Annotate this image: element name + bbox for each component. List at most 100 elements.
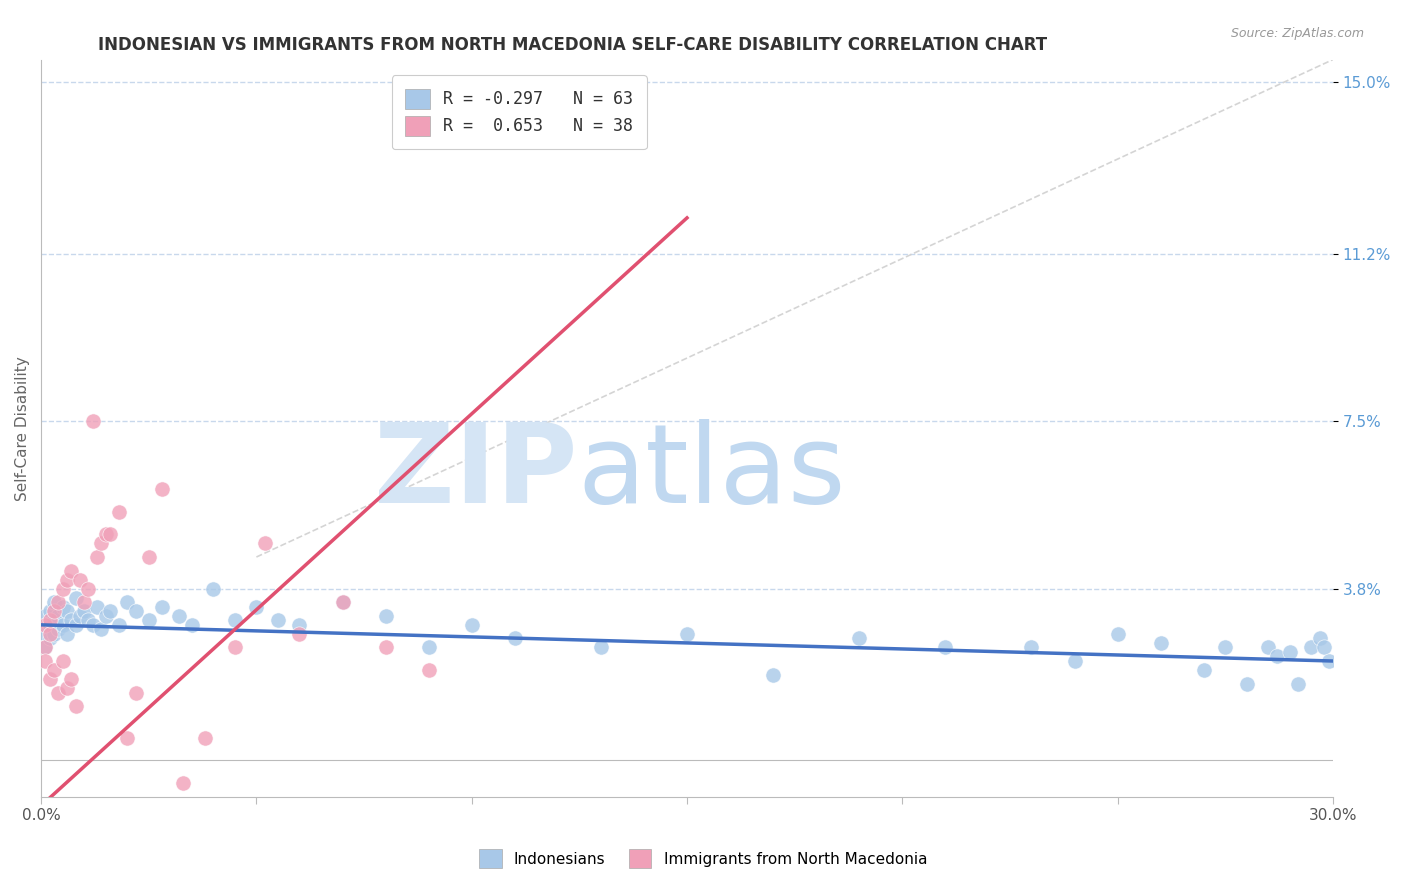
Point <box>202 582 225 596</box>
Point <box>115 595 138 609</box>
Point <box>46 595 69 609</box>
Point <box>1021 640 1043 655</box>
Point <box>60 672 83 686</box>
Point <box>82 414 104 428</box>
Point <box>65 617 87 632</box>
Point <box>65 591 87 605</box>
Point <box>34 640 56 655</box>
Point <box>60 564 83 578</box>
Point <box>460 617 482 632</box>
Point <box>52 654 75 668</box>
Point <box>65 699 87 714</box>
Point <box>56 681 79 695</box>
Point <box>1213 640 1236 655</box>
Point <box>52 599 75 614</box>
Point <box>374 608 396 623</box>
Point <box>42 595 65 609</box>
Point <box>1265 649 1288 664</box>
Point <box>38 632 60 646</box>
Point <box>332 595 354 609</box>
Point <box>150 599 173 614</box>
Point <box>42 613 65 627</box>
Point <box>34 617 56 632</box>
Point <box>503 632 526 646</box>
Point <box>267 613 290 627</box>
Point <box>86 549 108 564</box>
Point <box>125 604 148 618</box>
Point <box>224 640 246 655</box>
Y-axis label: Self-Care Disability: Self-Care Disability <box>15 356 30 500</box>
Point <box>934 640 956 655</box>
Point <box>56 573 79 587</box>
Point <box>1278 645 1301 659</box>
Point <box>69 608 91 623</box>
Text: ZIP: ZIP <box>374 419 578 526</box>
Point <box>167 608 190 623</box>
Point <box>34 654 56 668</box>
Point <box>56 627 79 641</box>
Point <box>332 595 354 609</box>
Point <box>138 549 160 564</box>
Point <box>253 536 276 550</box>
Point <box>42 627 65 641</box>
Point <box>194 731 217 745</box>
Point <box>38 617 60 632</box>
Point <box>90 536 112 550</box>
Point <box>138 613 160 627</box>
Legend: R = -0.297   N = 63, R =  0.653   N = 38: R = -0.297 N = 63, R = 0.653 N = 38 <box>392 75 647 149</box>
Point <box>69 573 91 587</box>
Point <box>107 617 129 632</box>
Point <box>288 617 311 632</box>
Point <box>34 627 56 641</box>
Point <box>1309 632 1331 646</box>
Text: atlas: atlas <box>578 419 845 526</box>
Point <box>46 608 69 623</box>
Point <box>42 663 65 677</box>
Point <box>94 527 117 541</box>
Text: INDONESIAN VS IMMIGRANTS FROM NORTH MACEDONIA SELF-CARE DISABILITY CORRELATION C: INDONESIAN VS IMMIGRANTS FROM NORTH MACE… <box>98 36 1047 54</box>
Point <box>1317 654 1340 668</box>
Point <box>98 604 121 618</box>
Point <box>848 632 870 646</box>
Point <box>38 613 60 627</box>
Point <box>82 617 104 632</box>
Point <box>73 595 96 609</box>
Point <box>46 686 69 700</box>
Point <box>86 599 108 614</box>
Point <box>1192 663 1215 677</box>
Point <box>38 672 60 686</box>
Point <box>98 527 121 541</box>
Point <box>77 613 100 627</box>
Point <box>52 582 75 596</box>
Point <box>1288 676 1310 690</box>
Point <box>125 686 148 700</box>
Point <box>180 617 202 632</box>
Legend: Indonesians, Immigrants from North Macedonia: Indonesians, Immigrants from North Maced… <box>471 841 935 875</box>
Point <box>1150 636 1173 650</box>
Point <box>676 627 699 641</box>
Point <box>288 627 311 641</box>
Point <box>1063 654 1085 668</box>
Point <box>172 776 194 790</box>
Point <box>60 613 83 627</box>
Point <box>418 663 440 677</box>
Point <box>107 505 129 519</box>
Point <box>150 482 173 496</box>
Point <box>46 623 69 637</box>
Point <box>34 640 56 655</box>
Point <box>1257 640 1279 655</box>
Text: Source: ZipAtlas.com: Source: ZipAtlas.com <box>1230 27 1364 40</box>
Point <box>52 617 75 632</box>
Point <box>115 731 138 745</box>
Point <box>245 599 267 614</box>
Point <box>38 604 60 618</box>
Point <box>38 627 60 641</box>
Point <box>762 667 785 681</box>
Point <box>224 613 246 627</box>
Point <box>94 608 117 623</box>
Point <box>589 640 612 655</box>
Point <box>1301 640 1323 655</box>
Point <box>418 640 440 655</box>
Point <box>42 604 65 618</box>
Point <box>34 608 56 623</box>
